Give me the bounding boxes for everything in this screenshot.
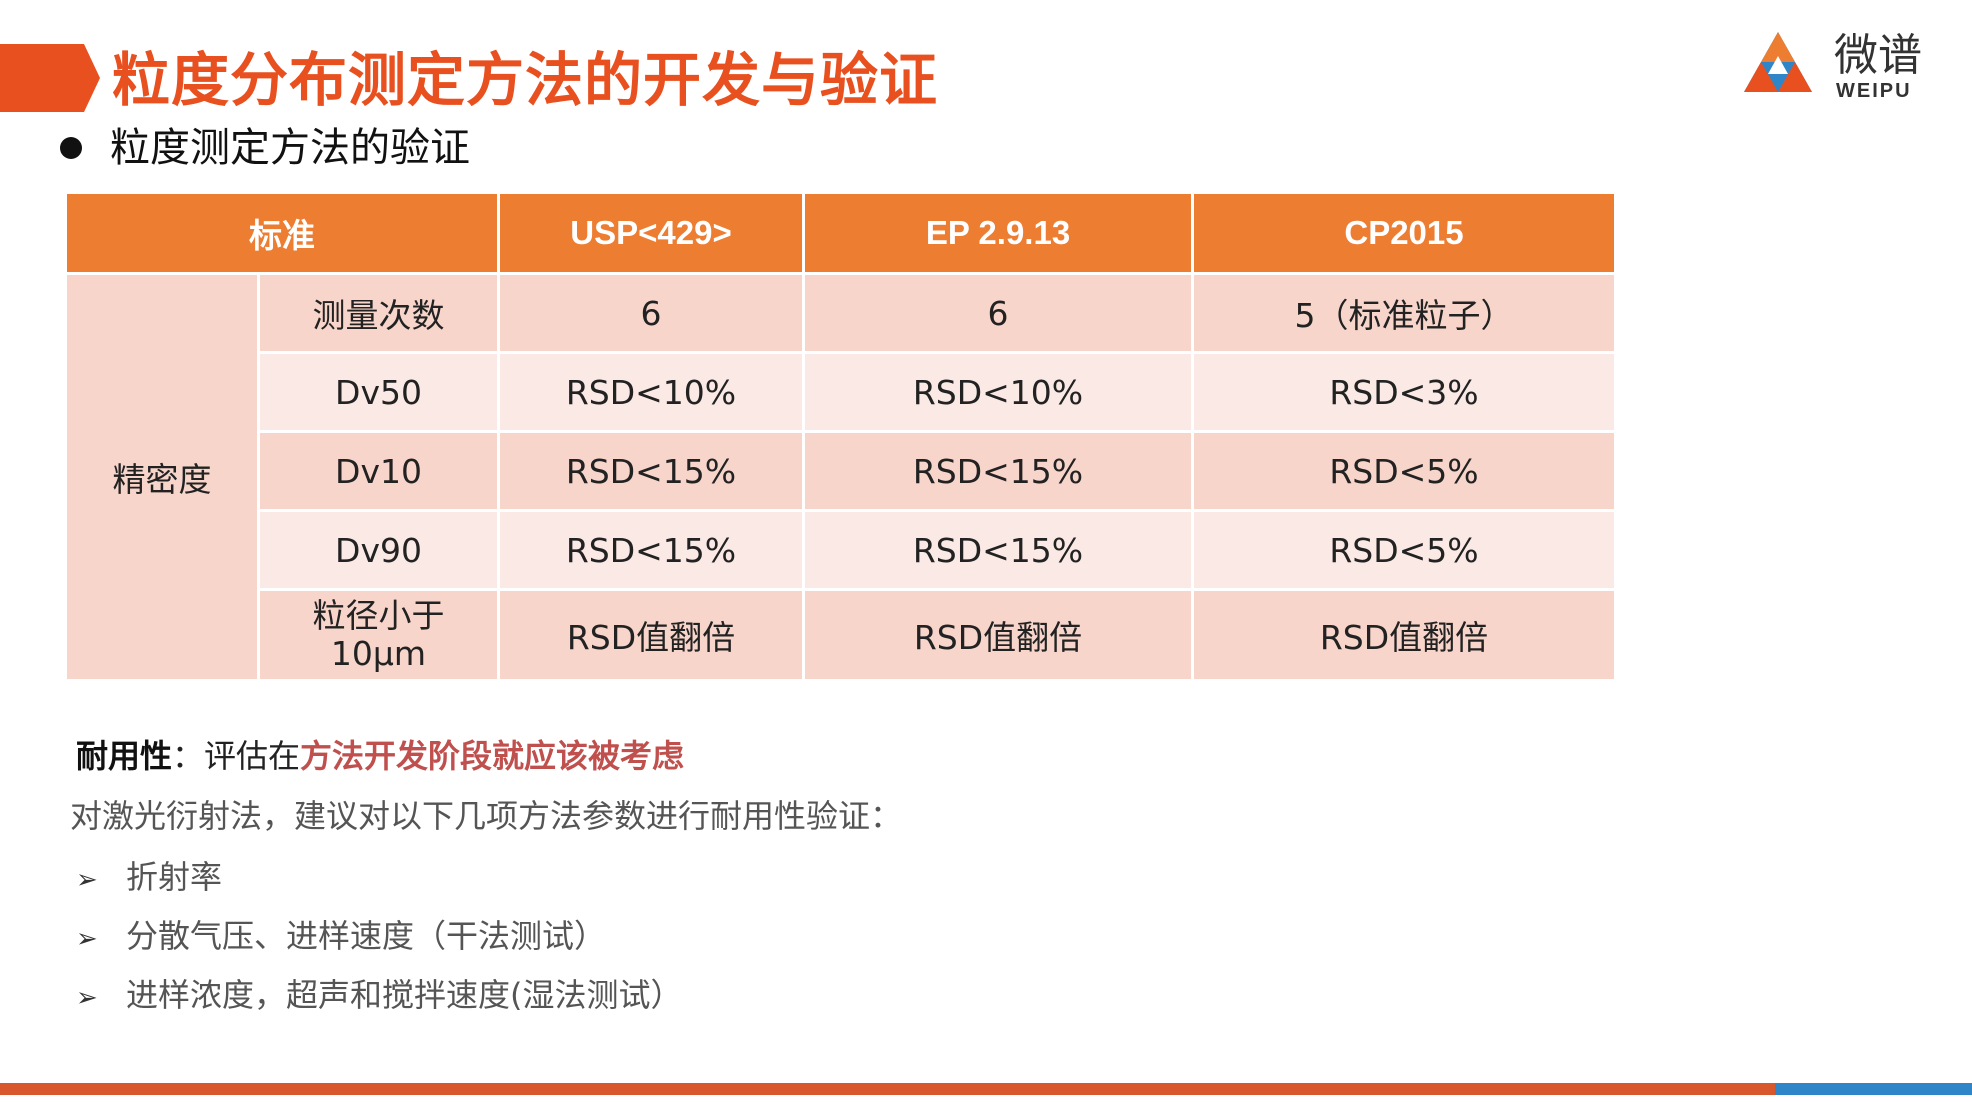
table-header-row: 标准 USP<429> EP 2.9.13 CP2015 (64, 191, 1617, 275)
table-row: 粒径小于 10μm RSD值翻倍 RSD值翻倍 RSD值翻倍 (65, 588, 1617, 682)
header-cp: CP2015 (1191, 191, 1617, 275)
bullet-dot-icon (60, 137, 82, 159)
header-ep: EP 2.9.13 (802, 191, 1194, 275)
cell-usp: 6 (497, 272, 805, 354)
row-label-line2: 10μm (330, 634, 427, 673)
logo-chinese-text: 微谱 (1834, 30, 1922, 81)
cell-cp: RSD值翻倍 (1191, 588, 1617, 682)
logo-english-text: WEIPU (1836, 80, 1912, 102)
arrow-bullet-icon: ➢ (76, 983, 98, 1013)
title-arrow-shape (0, 44, 100, 112)
standards-table: 标准 USP<429> EP 2.9.13 CP2015 精密度 测量次数 6 … (64, 191, 1617, 682)
table-row: Dv90 RSD<15% RSD<15% RSD<5% (65, 509, 1617, 591)
laser-intro-text: 对激光衍射法，建议对以下几项方法参数进行耐用性验证： (70, 797, 903, 835)
header-standard: 标准 (64, 191, 500, 275)
cell-cp: RSD<5% (1191, 430, 1617, 512)
footer-bar-blue (1775, 1083, 1972, 1095)
cell-usp: RSD值翻倍 (497, 588, 805, 682)
weipu-logo: 微谱 WEIPU (1740, 28, 1940, 108)
cell-ep: RSD值翻倍 (802, 588, 1194, 682)
row-label: Dv10 (257, 430, 500, 512)
cell-ep: 6 (802, 272, 1194, 354)
list-item: ➢ 折射率 (76, 848, 683, 907)
cell-usp: RSD<15% (497, 430, 805, 512)
cell-cp: RSD<3% (1191, 351, 1617, 433)
page-title: 粒度分布测定方法的开发与验证 (112, 46, 939, 114)
row-label: 测量次数 (257, 272, 500, 354)
row-label: 粒径小于 10μm (257, 588, 500, 682)
list-item-text: 折射率 (126, 858, 223, 896)
row-label: Dv90 (257, 509, 500, 591)
list-item-text: 进样浓度，超声和搅拌速度(湿法测试） (126, 976, 683, 1014)
arrow-bullet-icon: ➢ (76, 865, 98, 895)
header-usp: USP<429> (497, 191, 805, 275)
table-row: 精密度 测量次数 6 6 5（标准粒子） (64, 272, 1617, 682)
cell-ep: RSD<10% (802, 351, 1194, 433)
list-item: ➢ 分散气压、进样速度（干法测试） (76, 907, 683, 966)
cell-ep: RSD<15% (802, 430, 1194, 512)
robustness-separator: ：评估在 (172, 737, 301, 775)
list-item: ➢ 进样浓度，超声和搅拌速度(湿法测试） (76, 966, 683, 1025)
robustness-line: 耐用性：评估在方法开发阶段就应该被考虑 (76, 732, 1476, 780)
robustness-label: 耐用性 (76, 737, 173, 775)
robustness-emphasis: 方法开发阶段就应该被考虑 (300, 737, 685, 775)
logo-triangle-icon (1744, 32, 1812, 92)
cell-cp: RSD<5% (1191, 509, 1617, 591)
notes-section: 耐用性：评估在方法开发阶段就应该被考虑 对激光衍射法，建议对以下几项方法参数进行… (70, 732, 1476, 1014)
cell-usp: RSD<10% (497, 351, 805, 433)
cell-cp: 5（标准粒子） (1191, 272, 1617, 354)
arrow-bullet-icon: ➢ (76, 924, 98, 954)
row-label: Dv50 (257, 351, 500, 433)
cell-usp: RSD<15% (497, 509, 805, 591)
subtitle: 粒度测定方法的验证 (110, 125, 470, 171)
table-row: Dv50 RSD<10% RSD<10% RSD<3% (65, 351, 1617, 433)
list-item-text: 分散气压、进样速度（干法测试） (126, 917, 607, 955)
footer-bar-orange (0, 1083, 1775, 1095)
precision-group-label: 精密度 (64, 272, 260, 682)
cell-ep: RSD<15% (802, 509, 1194, 591)
row-label-line1: 粒径小于 (312, 596, 445, 635)
table-row: Dv10 RSD<15% RSD<15% RSD<5% (65, 430, 1617, 512)
parameter-list: ➢ 折射率 ➢ 分散气压、进样速度（干法测试） ➢ 进样浓度，超声和搅拌速度(湿法测试… (76, 848, 683, 1025)
